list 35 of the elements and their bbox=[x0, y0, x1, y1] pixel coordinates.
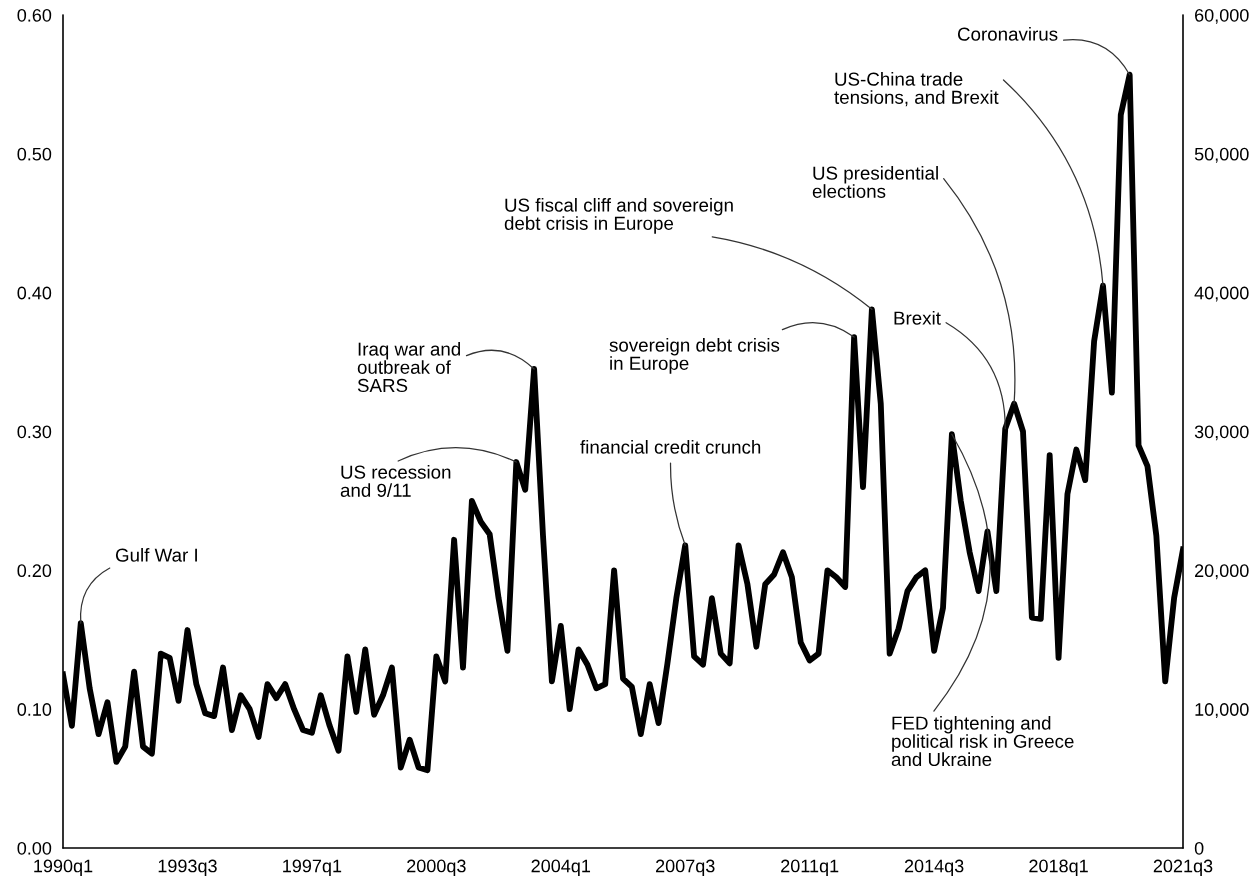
y2-tick-label: 30,000 bbox=[1194, 425, 1249, 441]
y2-tick-label: 20,000 bbox=[1195, 564, 1249, 580]
x-tick-label: 1997q1 bbox=[283, 859, 342, 876]
y-tick-label: 0.40 bbox=[17, 286, 52, 300]
annotation: US recession and 9/11 bbox=[340, 465, 451, 497]
annotation: financial credit crunch bbox=[580, 440, 761, 454]
y2-tick-label: 40,000 bbox=[1194, 286, 1249, 302]
y-tick-label: 0.20 bbox=[17, 564, 52, 578]
y-tick-label: 0.30 bbox=[17, 425, 52, 439]
y2-tick-label: 50,000 bbox=[1194, 147, 1249, 163]
annotation: US fiscal cliff and sovereign debt crisis in Europe bbox=[504, 198, 733, 234]
annotation: FED tightening and political risk in Greece and Ukraine bbox=[891, 716, 1074, 767]
x-tick-label: 1993q3 bbox=[158, 859, 217, 876]
y2-tick-label: 10,000 bbox=[1195, 703, 1249, 719]
x-tick-label: 2014q3 bbox=[904, 859, 964, 876]
x-tick-label: 2011q1 bbox=[781, 859, 839, 876]
y-tick-label: 0.10 bbox=[17, 703, 52, 716]
annotation: Gulf War I bbox=[115, 548, 197, 562]
annotation: Coronavirus bbox=[957, 27, 1058, 41]
annotation: sovereign debt crisis in Europe bbox=[609, 338, 780, 374]
annotation: Iraq war and outbreak of SARS bbox=[357, 342, 461, 393]
annotation: US presidential elections bbox=[812, 166, 938, 198]
x-tick-label: 2021q3 bbox=[1153, 859, 1213, 876]
x-tick-label: 1990q1 bbox=[34, 859, 93, 876]
y2-tick-label: 0 bbox=[1194, 841, 1204, 855]
x-tick-label: 2007q3 bbox=[656, 859, 715, 876]
x-tick-label: 2004q1 bbox=[531, 859, 591, 876]
y-tick-label: 0.60 bbox=[17, 8, 52, 22]
y-tick-label: 0.00 bbox=[17, 841, 52, 855]
annotation: US-China trade tensions, and Brexit bbox=[834, 72, 999, 107]
x-tick-label: 2018q1 bbox=[1029, 859, 1088, 876]
y-tick-label: 0.50 bbox=[17, 147, 52, 161]
y2-tick-label: 60,000 bbox=[1195, 8, 1249, 24]
x-tick-label: 2000q3 bbox=[407, 859, 466, 876]
annotation: Brexit bbox=[894, 311, 941, 325]
